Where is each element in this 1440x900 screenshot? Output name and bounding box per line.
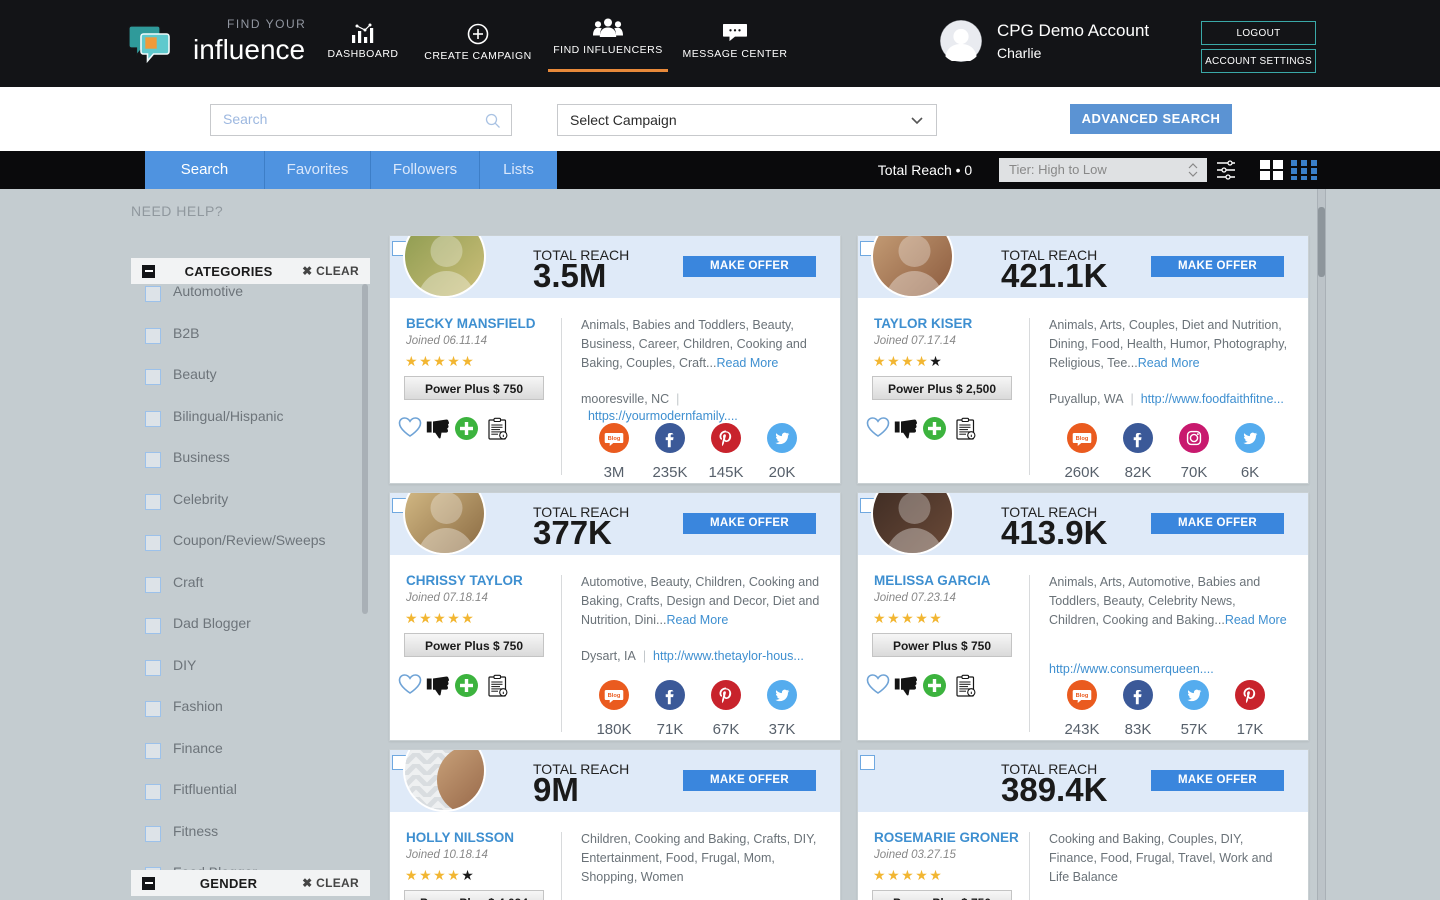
svg-text:Blog: Blog (608, 436, 621, 442)
svg-text:Blog: Blog (1076, 693, 1089, 699)
svg-text:Blog: Blog (1076, 436, 1089, 442)
svg-text:Blog: Blog (608, 693, 621, 699)
